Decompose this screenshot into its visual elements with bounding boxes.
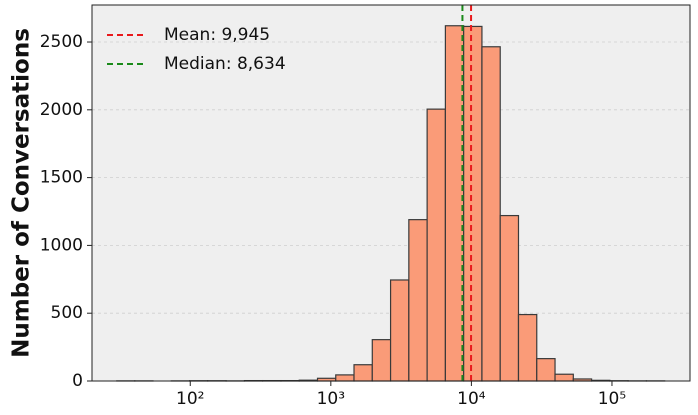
bar	[463, 25, 483, 382]
y-tick-label: 2500	[40, 32, 83, 52]
y-axis-label: Number of Conversations	[9, 28, 35, 358]
y-tick-label: 0	[72, 371, 83, 391]
bar	[353, 364, 373, 382]
bar	[444, 25, 465, 382]
bar	[499, 214, 520, 382]
bar	[371, 339, 392, 382]
legend-label: Mean: 9,945	[164, 25, 270, 45]
plot-frame	[91, 4, 691, 382]
bar	[389, 279, 410, 382]
y-tick-label: 500	[51, 303, 83, 323]
x-tick-label: 10³	[317, 389, 345, 409]
bar	[517, 313, 538, 382]
y-tick-label: 1000	[40, 235, 83, 255]
x-tick-label: 10²	[176, 389, 204, 409]
x-tick-label: 10⁴	[457, 389, 486, 409]
y-tick-label: 2000	[40, 100, 83, 120]
bar	[554, 373, 574, 382]
bar	[335, 374, 355, 382]
y-tick-label: 1500	[40, 168, 83, 188]
legend-label: Median: 8,634	[164, 54, 286, 74]
bar	[408, 219, 428, 382]
x-tick-label: 10⁵	[598, 389, 626, 409]
bar	[426, 108, 446, 382]
bar	[481, 46, 501, 382]
bar	[536, 358, 556, 382]
